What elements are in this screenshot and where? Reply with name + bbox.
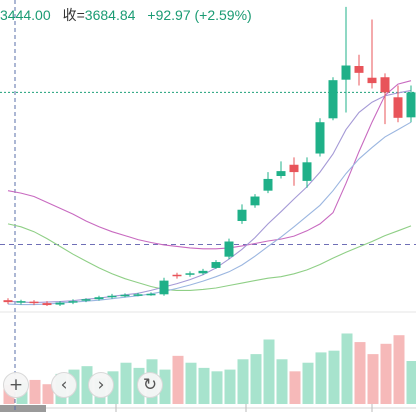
volume-bar	[354, 342, 366, 404]
ma-green-line	[7, 223, 412, 291]
volume-bar	[81, 366, 93, 404]
candle-body	[107, 295, 117, 298]
candle-body	[29, 301, 39, 304]
candle-body	[341, 65, 351, 80]
volume-bar	[380, 343, 392, 404]
candle-body	[42, 303, 52, 306]
refresh-icon: ↻	[142, 375, 158, 395]
reset-button[interactable]: ↻	[137, 372, 163, 398]
candle-body	[146, 293, 156, 296]
chevron-left-icon: ‹	[60, 375, 68, 395]
candle-body	[302, 162, 312, 181]
candle-body	[81, 299, 91, 301]
candle-body	[276, 171, 286, 176]
candle-body	[198, 270, 208, 274]
candle-body	[185, 273, 195, 275]
ma-purple-line	[7, 89, 412, 304]
candle-body	[328, 80, 338, 119]
plus-icon: +	[8, 375, 24, 395]
price-change: +92.97 (+2.59%)	[147, 7, 252, 23]
chevron-right-icon: ›	[97, 375, 105, 395]
candle-body	[68, 301, 78, 303]
volume-bar	[263, 339, 275, 404]
volume-bar	[289, 371, 301, 404]
volume-bar	[276, 359, 288, 404]
candle-body	[354, 66, 364, 73]
candle-body	[159, 280, 169, 295]
candle-body	[172, 274, 182, 277]
candle-body	[315, 122, 325, 154]
zoom-in-button[interactable]: +	[3, 372, 29, 398]
open-price: 3444.00	[0, 7, 51, 23]
close-label: 收=	[62, 7, 85, 23]
candle-body	[380, 77, 390, 93]
candle-body	[55, 302, 65, 305]
volume-bar	[250, 354, 262, 404]
candle-body	[250, 196, 260, 206]
candle-body	[211, 262, 221, 268]
volume-bar	[185, 362, 197, 404]
candle-body	[406, 92, 416, 118]
volume-bar	[237, 359, 249, 404]
candle-body	[16, 301, 26, 303]
scroll-left-button[interactable]: ‹	[51, 372, 77, 398]
candle-body	[94, 297, 104, 300]
close-price: 3684.84	[84, 7, 136, 23]
volume-bar	[224, 369, 236, 404]
scrollbar-thumb	[0, 405, 46, 412]
candle-body	[289, 164, 299, 173]
volume-bar	[120, 362, 132, 404]
volume-bar	[328, 350, 340, 404]
candle-body	[224, 241, 234, 257]
candle-body	[367, 77, 377, 84]
volume-bar	[367, 354, 379, 404]
volume-bar	[42, 384, 54, 404]
candle-body	[263, 178, 273, 191]
candle-body	[393, 97, 403, 118]
volume-bar	[29, 379, 41, 404]
volume-bar	[302, 362, 314, 404]
scroll-right-button[interactable]: ›	[88, 372, 114, 398]
price-header: 3444.00 收=3684.84 +92.97 (+2.59%)	[0, 4, 252, 26]
candle-body	[3, 300, 13, 303]
volume-bar	[211, 371, 223, 404]
candle-body	[120, 294, 130, 297]
ma-pink-line	[7, 80, 412, 250]
volume-bar	[315, 352, 327, 404]
volume-bar	[172, 355, 184, 404]
volume-bar	[393, 335, 405, 404]
volume-bar	[406, 361, 416, 404]
volume-bar	[159, 369, 171, 404]
candle-body	[133, 294, 143, 296]
candle-body	[237, 209, 247, 221]
volume-bar	[198, 367, 210, 404]
volume-bar	[341, 333, 353, 404]
ma-blue-line	[7, 121, 412, 306]
